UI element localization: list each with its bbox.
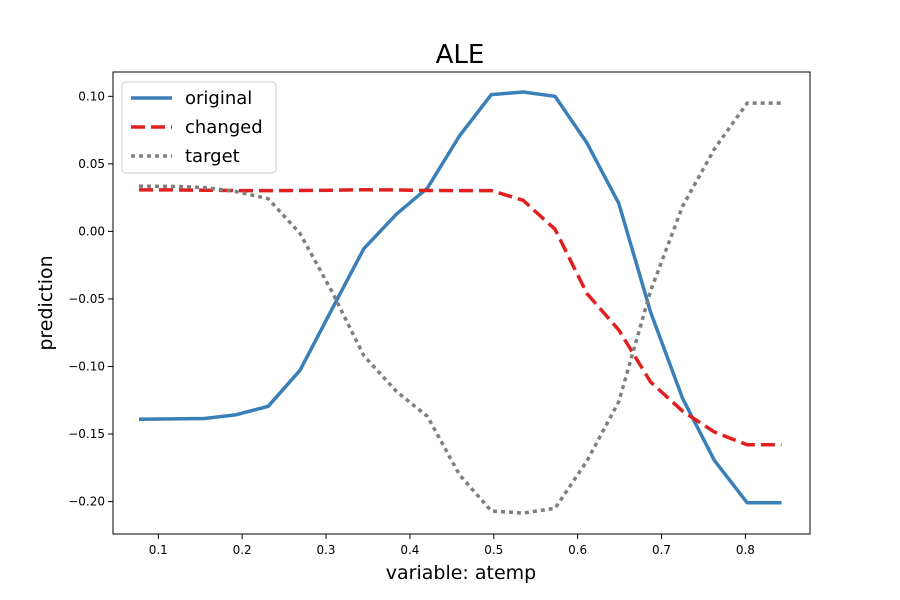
legend: original changed target [121, 81, 277, 174]
x-tick-label: 0.1 [149, 543, 168, 557]
x-tick-label: 0.4 [400, 543, 419, 557]
x-tick-label: 0.8 [736, 543, 755, 557]
x-tick-label: 0.5 [484, 543, 503, 557]
x-tick-label: 0.2 [233, 543, 252, 557]
plot-area-frame [112, 71, 811, 535]
series-line-changed [139, 188, 782, 447]
series-line-original [138, 90, 782, 505]
legend-label-original: original [185, 88, 252, 109]
y-tick-label: 0.05 [78, 157, 105, 171]
legend-label-changed: changed [185, 117, 263, 138]
x-axis-ticks: 0.1 0.2 0.3 0.4 0.5 0.6 0.7 0.8 [149, 534, 755, 557]
x-tick-label: 0.7 [652, 543, 671, 557]
chart-title: ALE [436, 40, 485, 70]
y-tick-label: 0.00 [78, 224, 105, 238]
y-tick-label: −0.10 [68, 359, 105, 373]
x-tick-label: 0.6 [568, 543, 587, 557]
y-tick-label: −0.05 [68, 292, 105, 306]
y-tick-label: −0.15 [68, 427, 105, 441]
y-axis-label: prediction [35, 255, 57, 350]
x-axis-label: variable: atemp [386, 562, 536, 584]
legend-label-target: target [185, 146, 240, 167]
y-tick-label: 0.10 [78, 89, 105, 103]
legend-box [121, 81, 277, 174]
series-layer [138, 90, 782, 515]
y-axis-ticks: 0.10 0.05 0.00 −0.05 −0.10 −0.15 −0.20 [68, 89, 113, 509]
y-tick-label: −0.20 [68, 495, 105, 509]
x-tick-label: 0.3 [316, 543, 335, 557]
series-line-target [138, 101, 782, 515]
